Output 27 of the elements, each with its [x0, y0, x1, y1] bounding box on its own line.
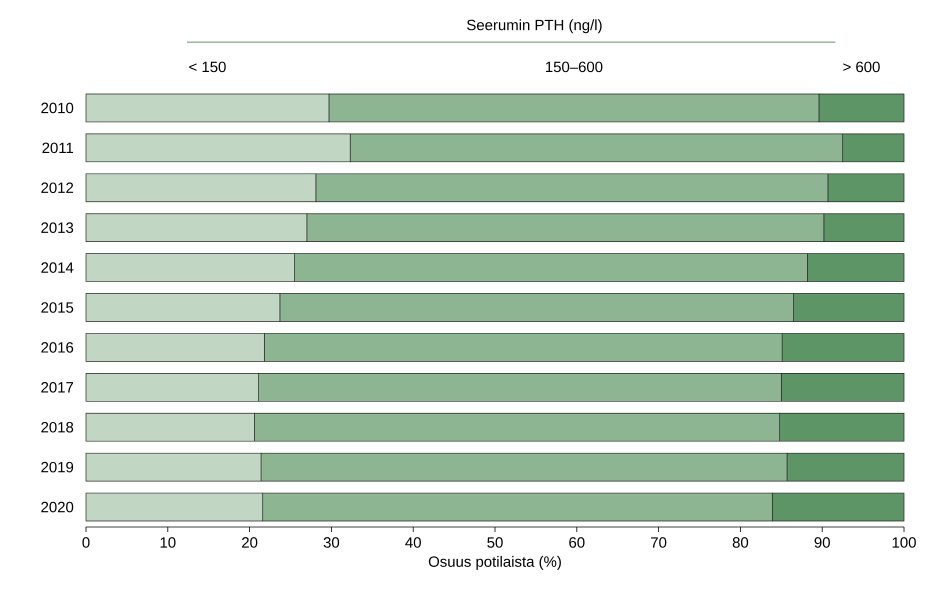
x-tick-label: 10 [160, 537, 176, 548]
x-axis-title: Osuus potilaista (%) [428, 556, 561, 570]
y-tick-label: 2011 [42, 142, 74, 154]
x-tick-label: 70 [651, 537, 666, 548]
y-tick-label: 2012 [41, 182, 74, 194]
y-tick-label: 2017 [41, 382, 74, 393]
y-tick-label: 2019 [41, 462, 74, 472]
y-tick-label: 2010 [41, 102, 74, 114]
y-tick-label: 2015 [41, 302, 74, 313]
x-tick-label: 100 [892, 537, 916, 548]
x-tick-label: 90 [814, 537, 830, 548]
x-tick-label: 50 [487, 537, 503, 548]
legend-title: Seerumin PTH (ng/l) [467, 19, 602, 34]
series-label: < 150 [189, 62, 226, 72]
x-tick-label: 60 [569, 537, 585, 548]
x-tick-label: 20 [242, 537, 258, 548]
y-tick-label: 2014 [41, 262, 74, 273]
series-label: > 600 [843, 62, 880, 72]
x-tick-label: 80 [732, 537, 748, 548]
x-tick-label: 30 [324, 537, 340, 548]
y-tick-label: 2016 [41, 342, 74, 353]
y-tick-label: 2018 [41, 422, 74, 433]
series-label: 150–600 [546, 62, 602, 72]
x-tick-label: 40 [405, 537, 421, 548]
y-tick-label: 2020 [41, 502, 74, 512]
x-tick-label: 0 [82, 537, 90, 548]
y-tick-label: 2013 [41, 222, 74, 233]
